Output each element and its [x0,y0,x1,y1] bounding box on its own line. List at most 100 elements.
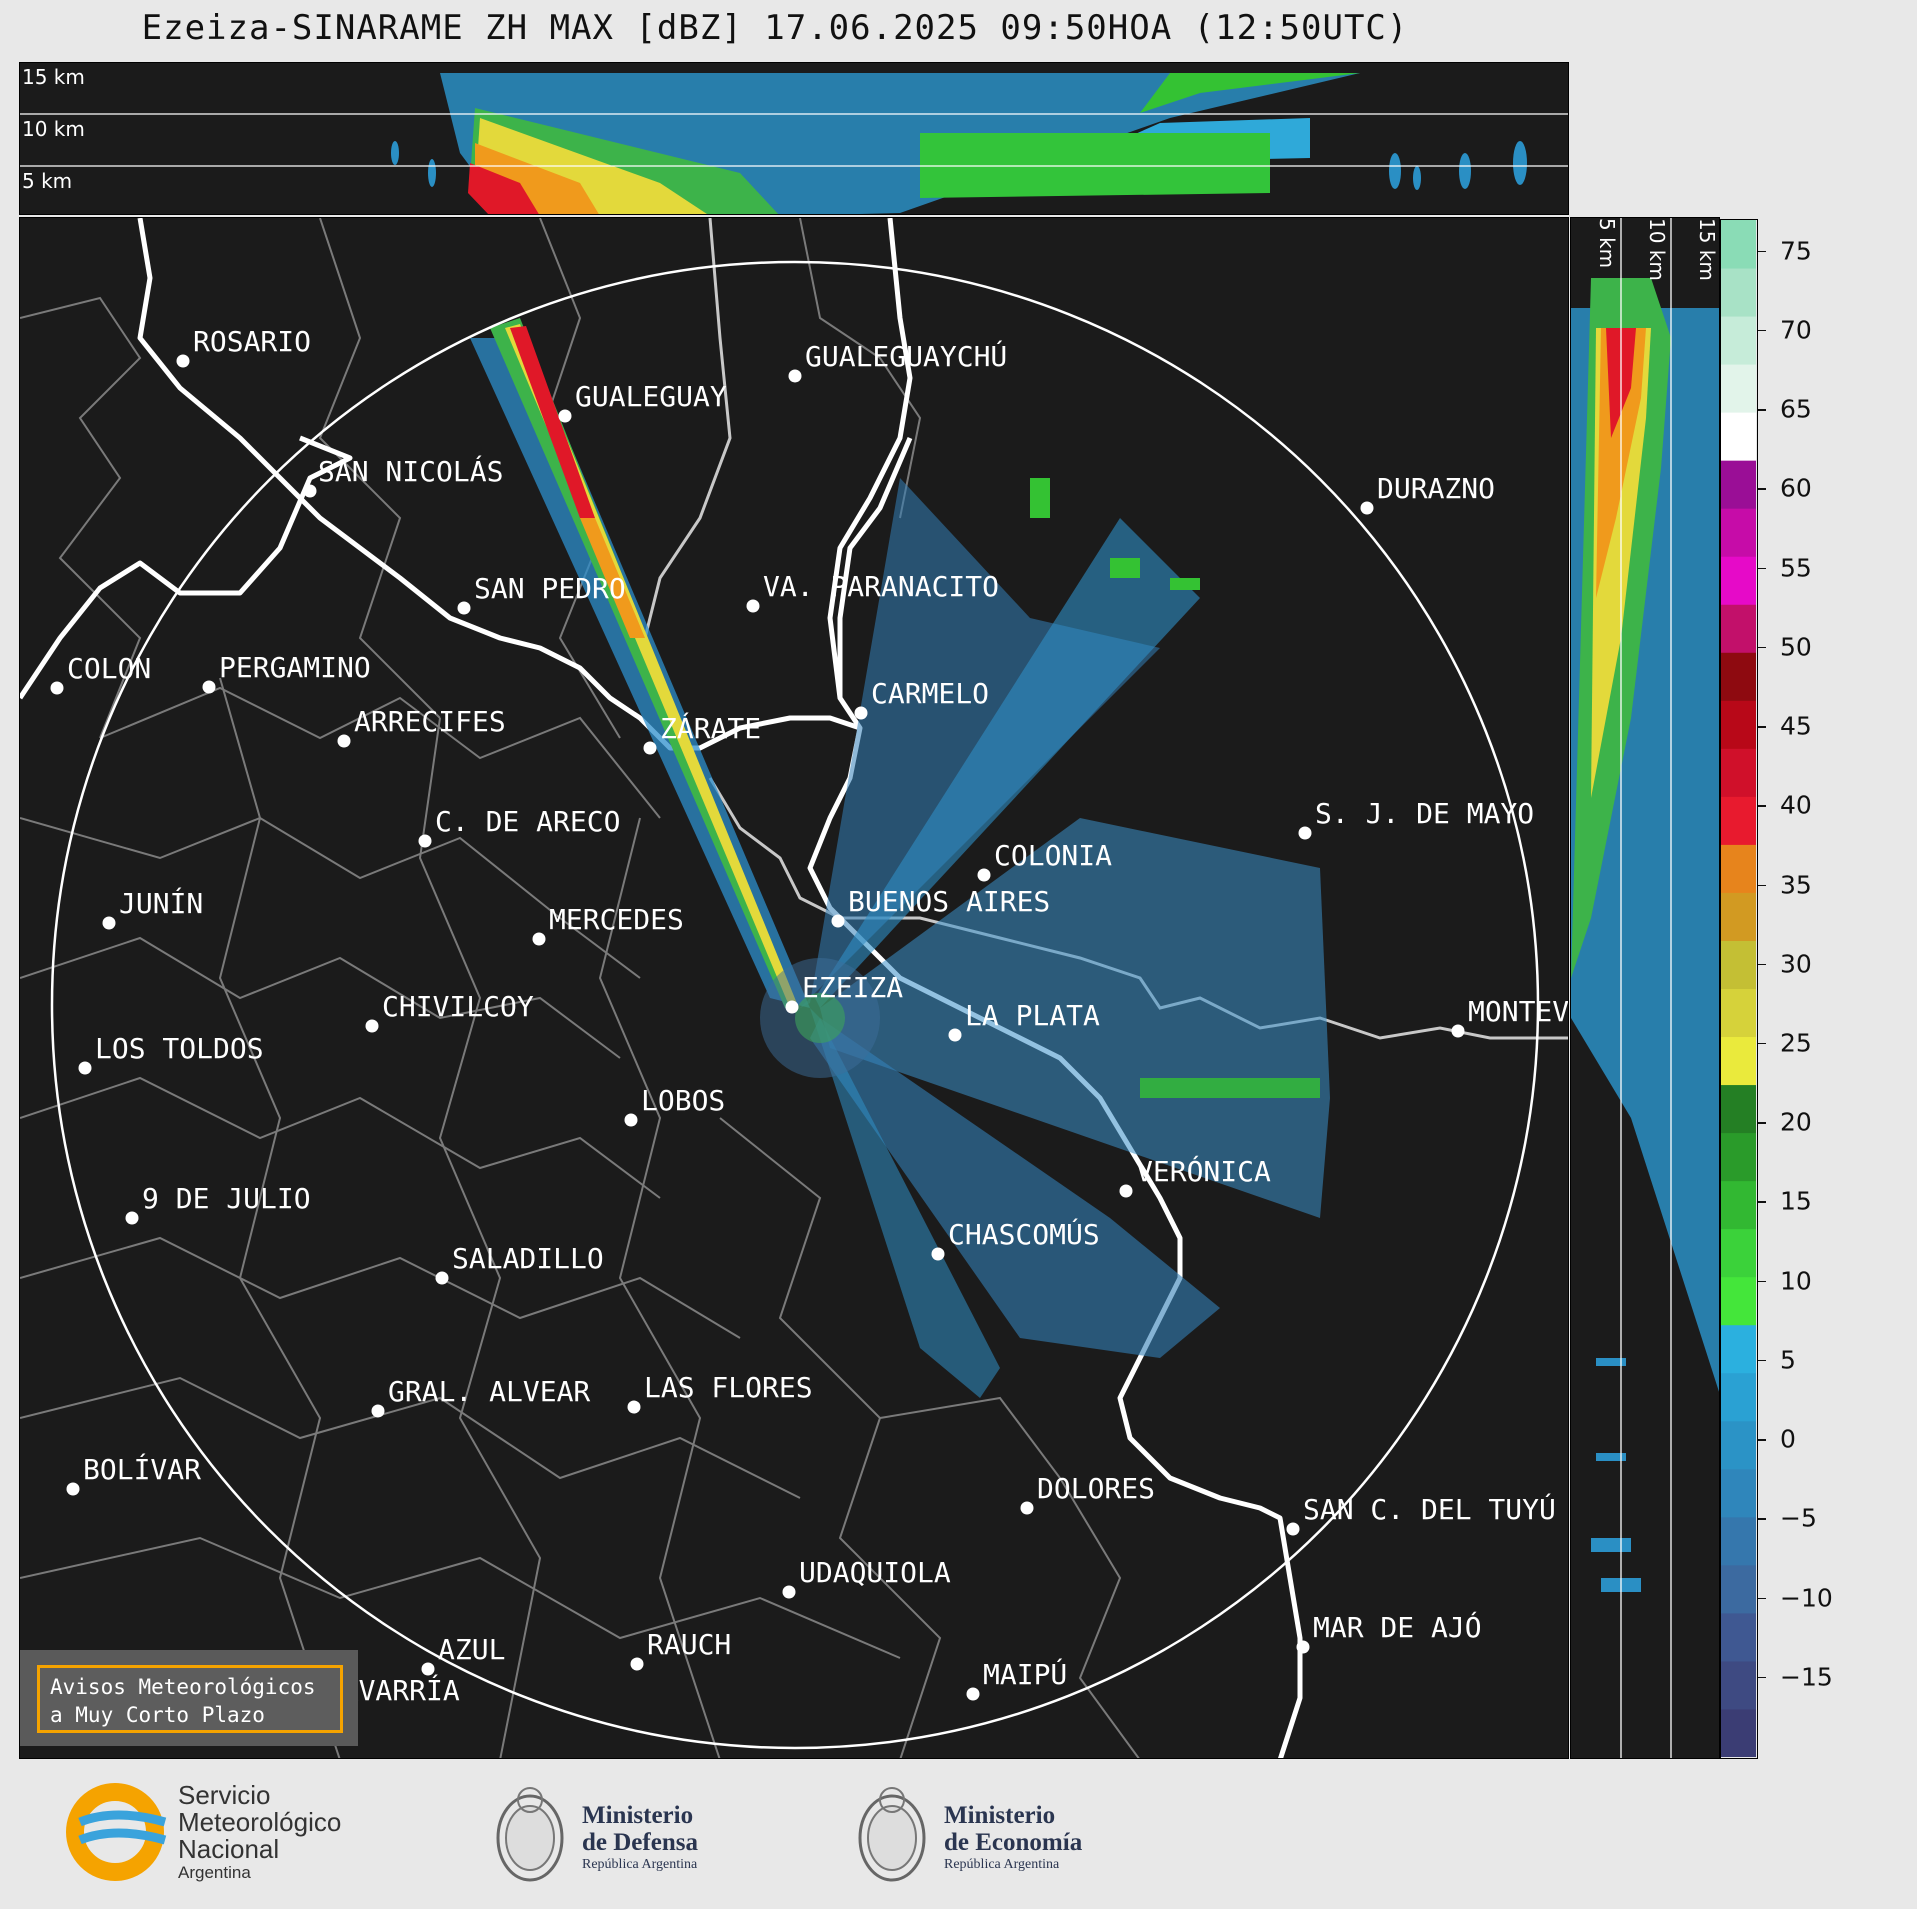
city-marker: DOLORES [1020,1472,1155,1515]
city-marker: UDAQUIOLA [782,1556,951,1599]
city-dot [1020,1501,1034,1515]
colorbar-tick-label: 15 [1780,1186,1812,1216]
city-marker: LOBOS [624,1084,725,1127]
city-dot [202,680,216,694]
city-dot [966,1687,980,1701]
city-label: LA PLATA [965,999,1100,1032]
escudo-economia-icon [858,1787,926,1882]
colorbar-tick-label: 20 [1780,1107,1812,1137]
colorbar-band [1721,988,1756,1038]
city-label: BOLÍVAR [83,1452,201,1486]
city-label: GUALEGUAYCHÚ [805,339,1007,373]
colorbar-band [1721,1180,1756,1230]
city-dot [782,1585,796,1599]
dbz-colorbar [1720,219,1758,1759]
colorbar-tick-label: 0 [1780,1424,1796,1454]
colorbar-band [1721,316,1756,365]
escudo-defensa-icon [496,1787,564,1882]
colorbar-tick-mark [1758,805,1766,807]
colorbar-tick-label: 75 [1780,236,1812,266]
top-cross-section-panel: 15 km 10 km 5 km [19,62,1569,215]
colorbar-band [1721,604,1756,653]
city-marker: 9 DE JULIO [125,1182,311,1225]
colorbar-tick-mark [1758,1518,1766,1520]
colorbar-tick-label: 45 [1780,711,1812,741]
city-marker: SAN PEDRO [457,572,626,615]
city-marker: MAR DE AJÓ [1296,1610,1482,1654]
city-marker: COLON [50,652,151,695]
city-dot [643,741,657,755]
city-label: MONTEV [1468,995,1569,1028]
city-marker: CARMELO [854,677,989,720]
colorbar-band [1721,1324,1756,1374]
city-label: BUENOS AIRES [848,885,1050,918]
city-marker: ROSARIO [176,325,311,368]
smn-line1: Servicio [178,1780,271,1810]
colorbar-tick-mark [1758,1676,1766,1679]
top-label-5km: 5 km [22,169,73,193]
city-marker: VA. PARANACITO [746,570,999,613]
colorbar-band [1721,364,1756,413]
aviso-button[interactable]: Avisos Meteorológicos a Muy Corto Plazo [37,1665,343,1733]
city-marker: BOLÍVAR [66,1452,201,1496]
colorbar-band [1721,1372,1756,1422]
city-label: S. J. DE MAYO [1315,797,1534,830]
colorbar-band [1721,1420,1756,1470]
city-marker: SAN C. DEL TUYÚ [1286,1492,1556,1536]
city-marker: GRAL. ALVEAR [371,1375,590,1418]
city-label: VERÓNICA [1136,1154,1271,1188]
city-marker: SAN NICOLÁS [303,454,503,498]
colorbar-band [1721,892,1756,941]
city-label: LOS TOLDOS [95,1032,264,1065]
city-marker: MAIPÚ [966,1657,1067,1701]
city-dot [371,1404,385,1418]
city-marker: SALADILLO [435,1242,604,1285]
colorbar-band [1721,268,1756,317]
city-label: LOBOS [641,1084,725,1117]
city-label: COLON [67,652,151,685]
colorbar-tick-mark [1758,329,1766,332]
aviso-line1: Avisos Meteorológicos [50,1675,316,1699]
city-marker: CHASCOMÚS [931,1217,1100,1261]
colorbar-tick-mark [1758,884,1766,886]
city-label: CHIVILCOY [382,990,534,1023]
economia-line2: de Economía [944,1829,1083,1856]
city-label: PERGAMINO [219,651,371,684]
city-dot [418,834,432,848]
city-label: SAN PEDRO [474,572,626,605]
city-label: 9 DE JULIO [142,1182,311,1215]
city-dot [977,868,991,882]
city-dot [303,484,317,498]
city-dot [854,706,868,720]
city-marker: ARRECIFES [337,705,506,748]
colorbar-band [1721,1228,1756,1278]
colorbar-band [1721,748,1756,797]
colorbar-band [1721,1660,1756,1710]
colorbar-band [1721,412,1756,461]
colorbar-band [1721,844,1756,893]
city-marker: ZÁRATE [643,711,761,755]
city-marker: VERÓNICA [1119,1154,1271,1198]
colorbar-tick-mark [1758,1201,1766,1203]
city-marker: JUNÍN [102,886,203,930]
city-marker: BUENOS AIRES [831,885,1050,928]
city-dot [931,1247,945,1261]
city-dot [624,1113,638,1127]
city-marker: LOS TOLDOS [78,1032,264,1075]
city-dot [435,1271,449,1285]
colorbar-tick-mark [1758,1280,1766,1283]
top-label-10km: 10 km [22,117,85,141]
city-label: UDAQUIOLA [799,1556,951,1589]
city-dot [421,1662,435,1676]
city-marker: AZUL [421,1633,505,1676]
city-marker: COLONIA [977,839,1112,882]
city-dot [50,681,64,695]
city-label: SAN C. DEL TUYÚ [1303,1492,1556,1526]
colorbar-tick-mark [1758,1439,1766,1441]
colorbar-tick-mark [1758,409,1766,411]
city-dot [948,1028,962,1042]
colorbar-tick-label: 5 [1780,1345,1796,1375]
city-dot [176,354,190,368]
smn-logo-text: Servicio Meteorológico Nacional Argentin… [178,1782,341,1883]
footer-logos-svg [66,1783,926,1882]
